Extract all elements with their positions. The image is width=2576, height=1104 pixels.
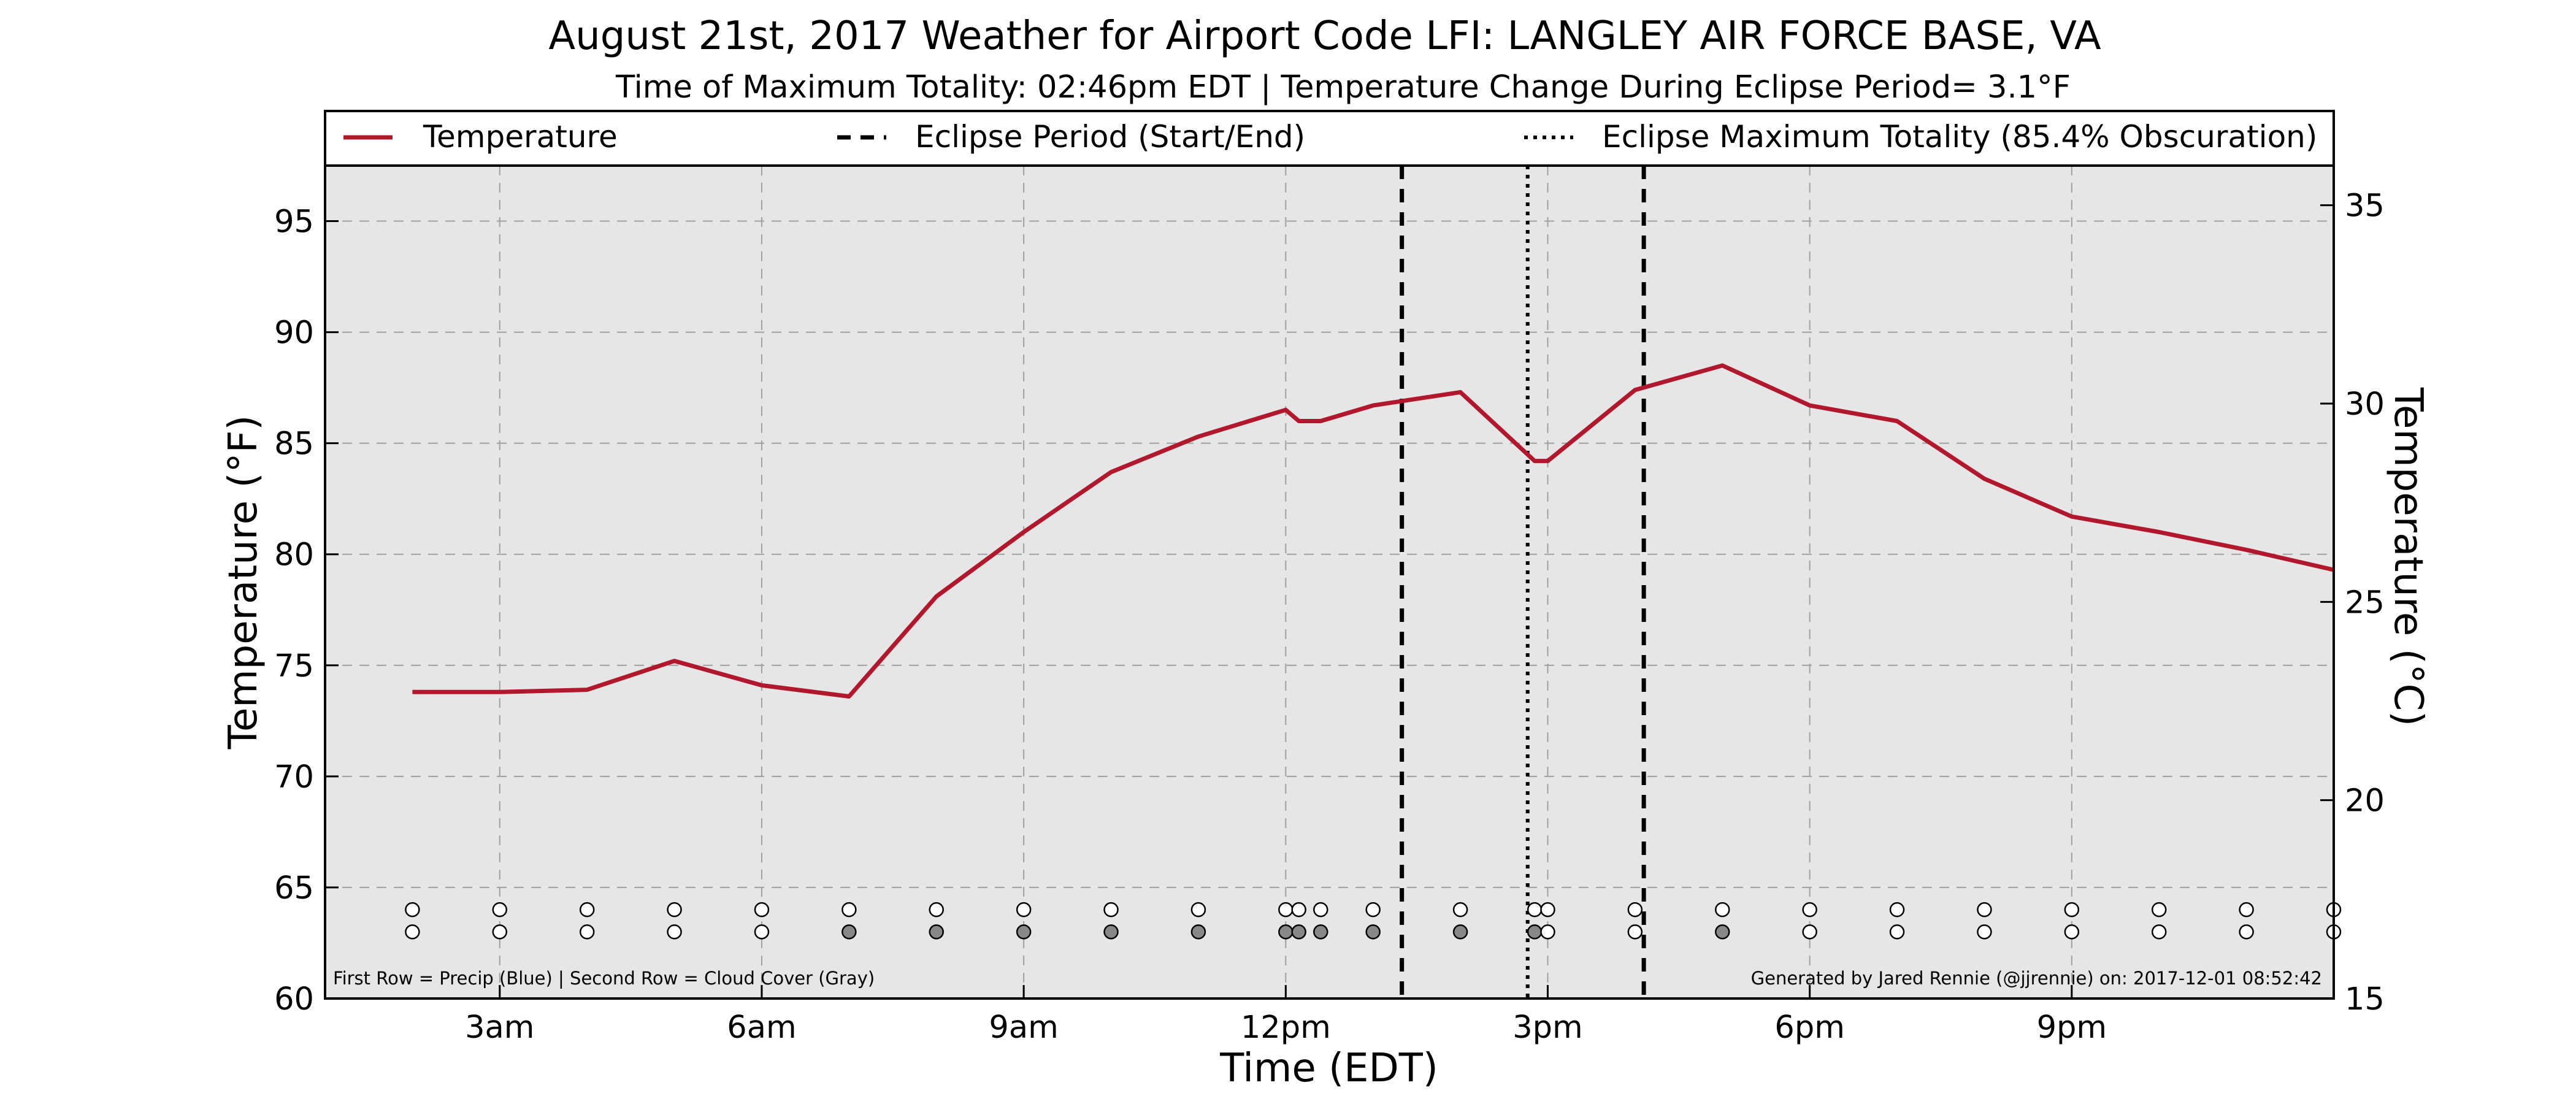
axis-ticks: 60 65 70 75 80 85 90 95 3am 6am 9am 12pm 3pm 6pm 9pm 15… bbox=[274, 188, 2385, 1046]
observation-rows bbox=[405, 902, 2342, 940]
y-tick-label: 80 bbox=[274, 537, 314, 573]
y-right-tick-label: 25 bbox=[2345, 585, 2385, 621]
footnote-left: First Row = Precip (Blue) | Second Row =… bbox=[333, 968, 875, 989]
legend-label-temperature: Temperature bbox=[423, 119, 618, 155]
cloud-cover-marker bbox=[667, 924, 682, 940]
legend-label-eclipse-period: Eclipse Period (Start/End) bbox=[915, 119, 1305, 155]
cloud-cover-marker bbox=[1278, 924, 1294, 940]
cloud-cover-marker bbox=[754, 924, 770, 940]
cloud-cover-marker bbox=[1977, 924, 1992, 940]
cloud-cover-marker bbox=[1016, 924, 1032, 940]
x-tick-label: 9pm bbox=[2037, 1010, 2107, 1046]
precip-marker bbox=[1291, 902, 1306, 918]
x-tick-label: 3am bbox=[465, 1010, 534, 1046]
cloud-cover-marker bbox=[1291, 924, 1306, 940]
chart-subtitle: Time of Maximum Totality: 02:46pm EDT | … bbox=[615, 69, 2071, 105]
y-right-tick-label: 20 bbox=[2345, 783, 2385, 819]
cloud-cover-marker bbox=[1715, 924, 1730, 940]
cloud-cover-marker bbox=[579, 924, 595, 940]
x-tick-label: 12pm bbox=[1241, 1010, 1331, 1046]
cloud-cover-marker bbox=[1103, 924, 1119, 940]
cloud-cover-marker bbox=[2239, 924, 2254, 940]
precip-marker bbox=[579, 902, 595, 918]
y-tick-label: 75 bbox=[274, 648, 314, 684]
precip-marker bbox=[1016, 902, 1032, 918]
cloud-cover-marker bbox=[1190, 924, 1206, 940]
y-right-tick-label: 30 bbox=[2345, 386, 2385, 423]
y-tick-label: 85 bbox=[274, 426, 314, 462]
precip-marker bbox=[1365, 902, 1381, 918]
cloud-cover-marker bbox=[1365, 924, 1381, 940]
temperature-line bbox=[412, 363, 2334, 699]
legend-box bbox=[324, 110, 2335, 167]
cloud-cover-marker bbox=[1627, 924, 1643, 940]
y-axis-label-left: Temperature (°F) bbox=[221, 415, 266, 750]
legend-label-eclipse-max: Eclipse Maximum Totality (85.4% Obscurat… bbox=[1602, 119, 2317, 155]
chart-title: August 21st, 2017 Weather for Airport Co… bbox=[548, 13, 2101, 59]
precip-marker bbox=[667, 902, 682, 918]
precip-marker bbox=[1802, 902, 1817, 918]
footnote-right: Generated by Jared Rennie (@jjrennie) on… bbox=[1751, 968, 2322, 989]
y-right-tick-label: 15 bbox=[2345, 981, 2385, 1018]
precip-marker bbox=[1540, 902, 1555, 918]
precip-marker bbox=[841, 902, 857, 918]
x-tick-label: 3pm bbox=[1512, 1010, 1583, 1046]
cloud-cover-marker bbox=[2064, 924, 2080, 940]
y-tick-label: 70 bbox=[274, 759, 314, 795]
precip-marker bbox=[1527, 902, 1543, 918]
plot-area bbox=[325, 166, 2334, 999]
cloud-cover-marker bbox=[1313, 924, 1328, 940]
legend: Temperature Eclipse Period (Start/End) E… bbox=[324, 110, 2335, 167]
precip-marker bbox=[2239, 902, 2254, 918]
cloud-cover-marker bbox=[841, 924, 857, 940]
y-tick-label: 90 bbox=[274, 315, 314, 351]
precip-marker bbox=[1977, 902, 1992, 918]
y-axis-label-right: Temperature (°C) bbox=[2385, 387, 2431, 726]
y-right-tick-label: 35 bbox=[2345, 188, 2385, 224]
precip-marker bbox=[1715, 902, 1730, 918]
x-tick-label: 6pm bbox=[1774, 1010, 1845, 1046]
eclipse-lines bbox=[1400, 166, 1646, 999]
x-axis-label: Time (EDT) bbox=[1219, 1046, 1438, 1091]
precip-marker bbox=[1889, 902, 1905, 918]
precip-marker bbox=[1452, 902, 1468, 918]
cloud-cover-marker bbox=[492, 924, 508, 940]
y-tick-label: 65 bbox=[274, 870, 314, 907]
cloud-cover-marker bbox=[2151, 924, 2167, 940]
cloud-cover-marker bbox=[1802, 924, 1817, 940]
x-tick-label: 9am bbox=[989, 1010, 1058, 1046]
precip-marker bbox=[929, 902, 944, 918]
y-tick-label: 60 bbox=[274, 981, 314, 1018]
precip-marker bbox=[1627, 902, 1643, 918]
precip-marker bbox=[1313, 902, 1328, 918]
cloud-cover-marker bbox=[1452, 924, 1468, 940]
y-tick-label: 95 bbox=[274, 204, 314, 240]
cloud-cover-marker bbox=[1889, 924, 1905, 940]
precip-marker bbox=[2151, 902, 2167, 918]
precip-marker bbox=[405, 902, 420, 918]
precip-marker bbox=[1190, 902, 1206, 918]
x-tick-label: 6am bbox=[727, 1010, 796, 1046]
temperature-series bbox=[412, 363, 2334, 699]
precip-marker bbox=[1103, 902, 1119, 918]
precip-marker bbox=[1278, 902, 1294, 918]
precip-marker bbox=[492, 902, 508, 918]
precip-marker bbox=[754, 902, 770, 918]
cloud-cover-marker bbox=[1540, 924, 1555, 940]
precip-marker bbox=[2064, 902, 2080, 918]
cloud-cover-marker bbox=[1527, 924, 1543, 940]
cloud-cover-marker bbox=[405, 924, 420, 940]
cloud-cover-marker bbox=[929, 924, 944, 940]
